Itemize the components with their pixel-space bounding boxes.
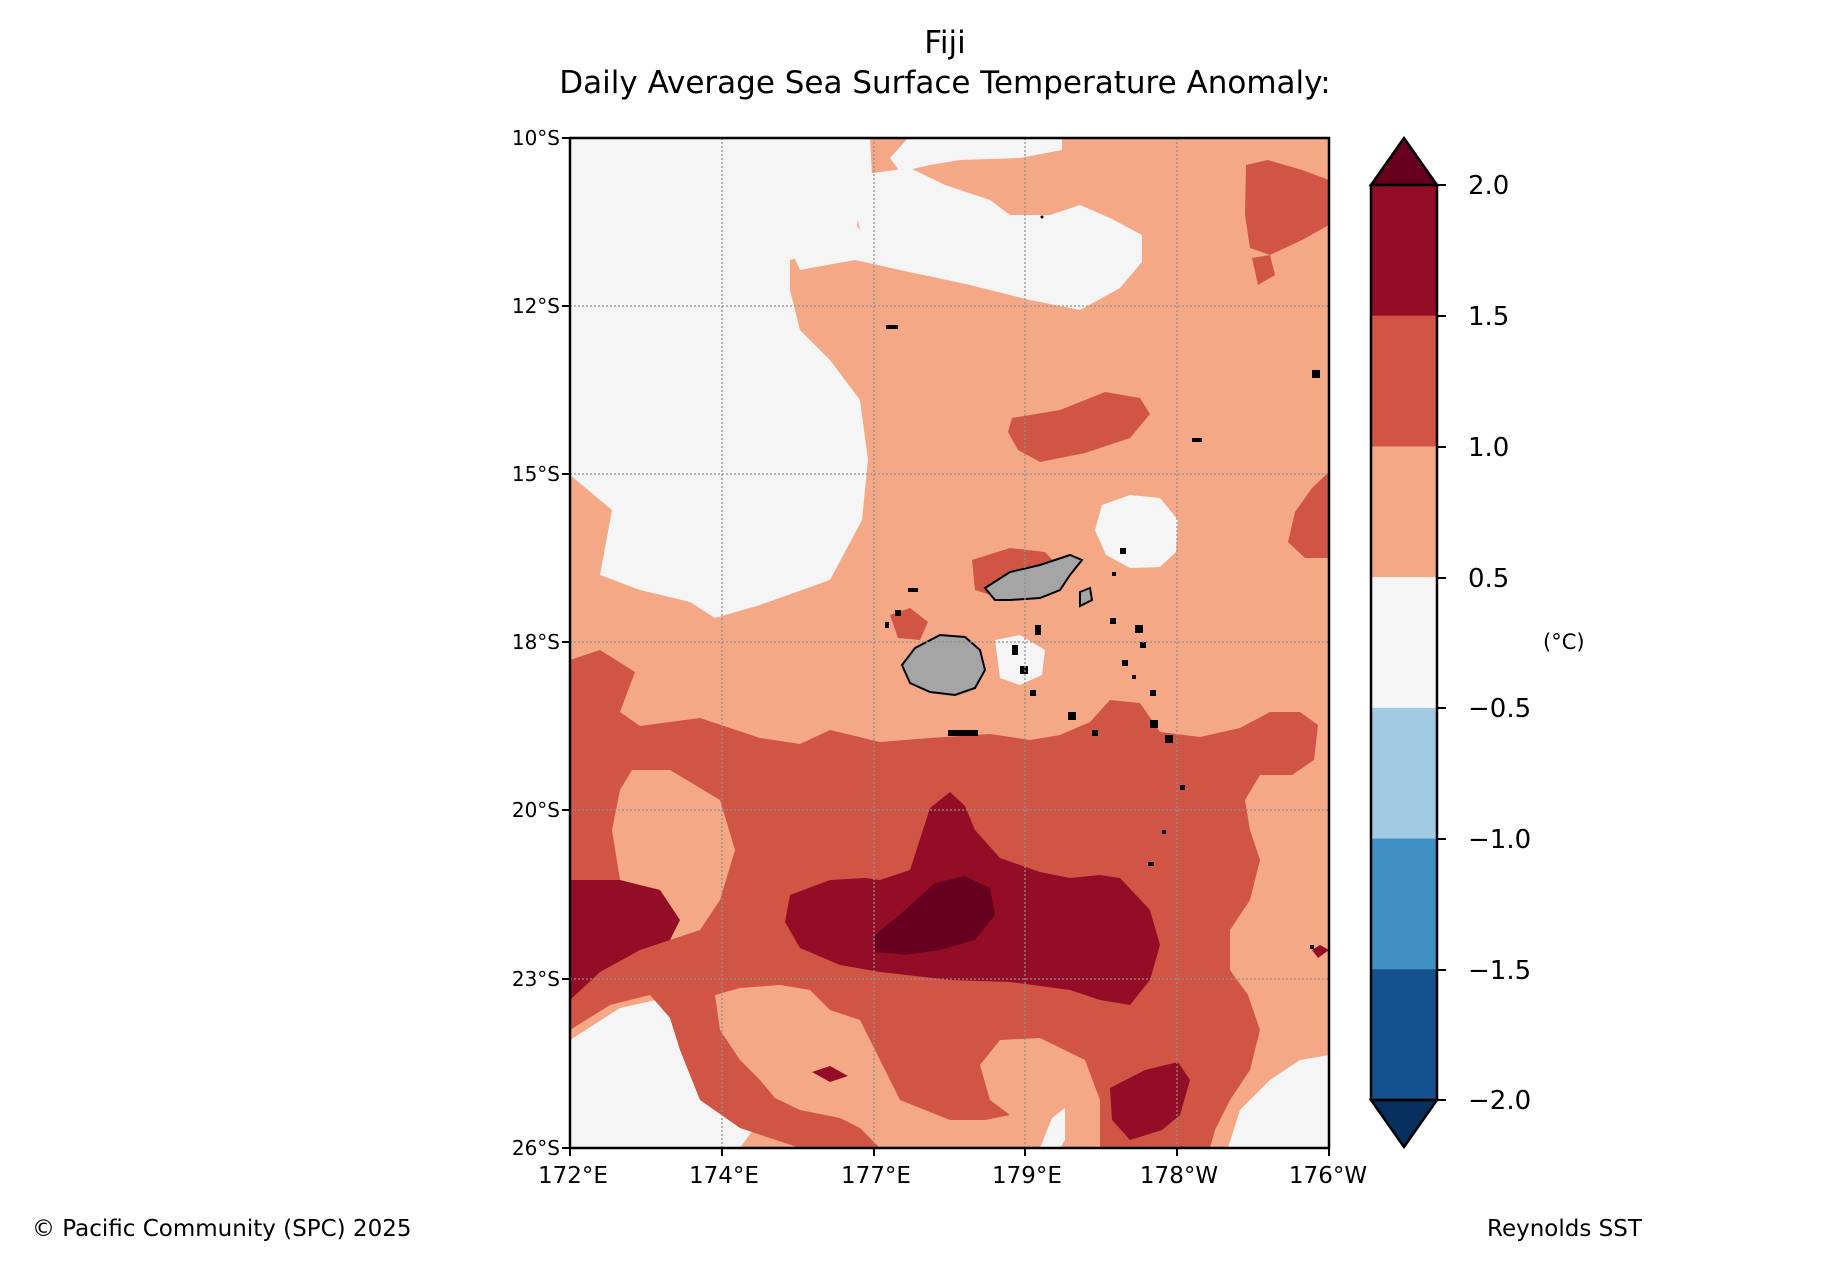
lon-label: 177°E (841, 1163, 911, 1189)
neutral-anomaly-region-northeast (890, 138, 1062, 172)
latitude-labels: 10°S 12°S 15°S 18°S 20°S 23°S 26°S (512, 126, 560, 1160)
map-panel: 10°S 12°S 15°S 18°S 20°S 23°S 26°S 172°E… (512, 126, 1367, 1189)
anomaly-region-1.0-1.5-north-spot (1252, 255, 1275, 285)
colorbar-unit-label: (°C) (1543, 630, 1585, 654)
anomaly-region-1.0-1.5-east (1288, 472, 1329, 558)
colorbar-segment (1371, 707, 1437, 840)
chart-title: Fiji (924, 25, 966, 61)
anomaly-region-1.5-2.0-east-spot (1312, 945, 1329, 958)
colorbar-tick-label: 1.5 (1468, 302, 1509, 332)
colorbar-tick-labels: 2.0 1.5 1.0 0.5 −0.5 −1.0 −1.5 −2.0 (1468, 171, 1531, 1116)
anomaly-region-1.5-2.0-south (1110, 1062, 1190, 1140)
colorbar-extension-bottom (1371, 1100, 1437, 1147)
chart-subtitle: Daily Average Sea Surface Temperature An… (559, 65, 1331, 101)
colorbar-tick-label: 2.0 (1468, 171, 1509, 201)
island-viti-levu (900, 633, 987, 697)
lat-label: 18°S (512, 630, 560, 654)
colorbar-segment (1371, 315, 1437, 447)
lon-label: 179°E (992, 1163, 1062, 1189)
colorbar-tick-label: −2.0 (1468, 1086, 1531, 1116)
neutral-anomaly-region-southeast (1228, 1055, 1329, 1148)
anomaly-region-1.5-2.0-central (570, 880, 680, 1000)
colorbar-segment (1371, 969, 1437, 1101)
colorbar-segment (1371, 185, 1437, 317)
neutral-anomaly-region-north-center (748, 168, 1142, 310)
colorbar-extension-top (1371, 138, 1437, 185)
lat-label: 23°S (512, 967, 560, 991)
lon-label: 176°W (1289, 1163, 1367, 1189)
anomaly-region-above-2.0 (875, 876, 995, 955)
colorbar-tick-label: 0.5 (1468, 564, 1509, 594)
neutral-anomaly-region-southwest (570, 998, 760, 1148)
lat-label: 20°S (512, 798, 560, 822)
graticule (570, 138, 1329, 1148)
anomaly-region-1.0-1.5-northeast (1245, 160, 1329, 255)
lat-label: 15°S (512, 462, 560, 486)
copyright-credit: © Pacific Community (SPC) 2025 (32, 1216, 412, 1242)
small-islands (885, 215, 1320, 949)
colorbar-segments (1371, 138, 1437, 1147)
lat-label: 12°S (512, 294, 560, 318)
lon-label: 178°W (1140, 1163, 1218, 1189)
neutral-anomaly-region-southwest-corner (570, 1128, 600, 1148)
lat-label: 26°S (512, 1136, 560, 1160)
lat-label: 10°S (512, 126, 560, 150)
neutral-anomaly-region-east (1095, 495, 1178, 568)
colorbar-ticks (1437, 184, 1446, 1101)
data-source-label: Reynolds SST (1487, 1216, 1642, 1242)
axis-ticks (562, 137, 1330, 1156)
colorbar-segment (1371, 838, 1437, 970)
colorbar-segment (1371, 577, 1437, 709)
anomaly-region-1.5-2.0-sw-spot (812, 1066, 848, 1082)
island-taveuni (1079, 586, 1094, 608)
lon-label: 172°E (538, 1163, 608, 1189)
colorbar-tick-label: −1.5 (1468, 956, 1531, 986)
colorbar: 2.0 1.5 1.0 0.5 −0.5 −1.0 −1.5 −2.0 (°C) (1368, 135, 1585, 1150)
longitude-labels: 172°E 174°E 177°E 179°E 178°W 176°W (538, 1163, 1367, 1189)
lon-label: 174°E (689, 1163, 759, 1189)
anomaly-region-1.0-1.5-center (1008, 392, 1150, 462)
colorbar-tick-label: −1.0 (1468, 825, 1531, 855)
neutral-anomaly-region-south (1040, 1108, 1065, 1148)
colorbar-frame (1369, 183, 1439, 1102)
neutral-anomaly-region-near-fiji (995, 635, 1045, 685)
colorbar-segment (1371, 446, 1437, 578)
colorbar-tick-label: −0.5 (1468, 694, 1531, 724)
colorbar-tick-label: 1.0 (1468, 433, 1509, 463)
island-vanua-levu (983, 553, 1084, 601)
